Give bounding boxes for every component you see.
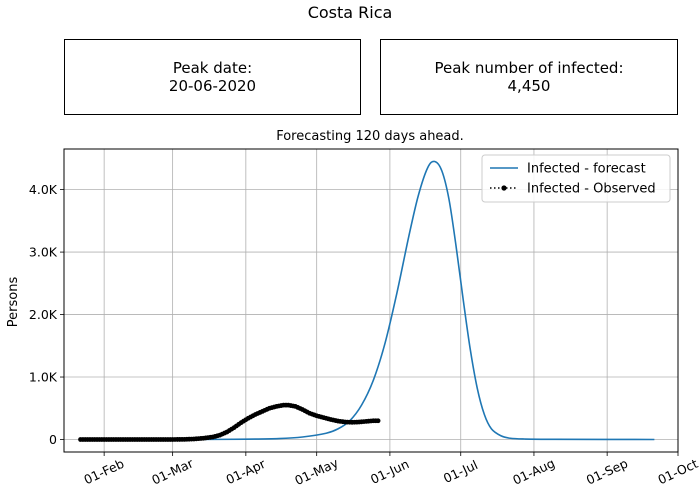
y-tick-label: 1.0K [29,370,58,385]
x-tick-label: 01-Sep [584,455,630,487]
peak-infected-box: Peak number of infected: 4,450 [380,39,678,115]
peak-date-value: 20-06-2020 [168,77,257,95]
legend-observed-marker [501,185,507,191]
figure-title: Costa Rica [307,3,393,22]
y-tick-label: 2.0K [29,307,58,322]
x-tick-label: 01-Jun [368,456,411,487]
peak-infected-label: Peak number of infected: [434,59,624,77]
series-layer [78,160,655,442]
chart-title: Forecasting 120 days ahead. [276,129,464,144]
x-tick-label: 01-Mar [149,455,196,488]
x-tick-label: 01-Jul [441,457,480,486]
y-tick-label: 3.0K [29,245,58,260]
forecast-line [189,160,655,441]
legend-forecast-label: Infected - forecast [527,162,646,177]
x-tick-label: 01-Feb [81,456,126,488]
y-tick-label: 4.0K [29,182,58,197]
peak-date-label: Peak date: [172,59,253,77]
observed-point [375,418,381,424]
x-tick-label: 01-May [292,455,341,488]
legend-observed-label: Infected - Observed [527,182,656,197]
x-tick-label: 01-Apr [224,456,269,488]
peak-infected-value: 4,450 [507,77,551,95]
peak-date-box: Peak date: 20-06-2020 [64,39,361,115]
axis-ticks: 01-Feb 01-Mar 01-Apr 01-May 01-Jun 01-Jul 01-A… [29,182,700,488]
y-tick-label: 0 [49,432,57,447]
x-tick-label: 01-Aug [510,455,557,487]
plot-frame [63,148,679,453]
legend: Infected - forecast Infected - Observed [481,154,671,203]
x-tick-label: 01-Oct [655,456,700,488]
y-axis-label: Persons [6,277,21,328]
legend-frame [481,154,671,203]
